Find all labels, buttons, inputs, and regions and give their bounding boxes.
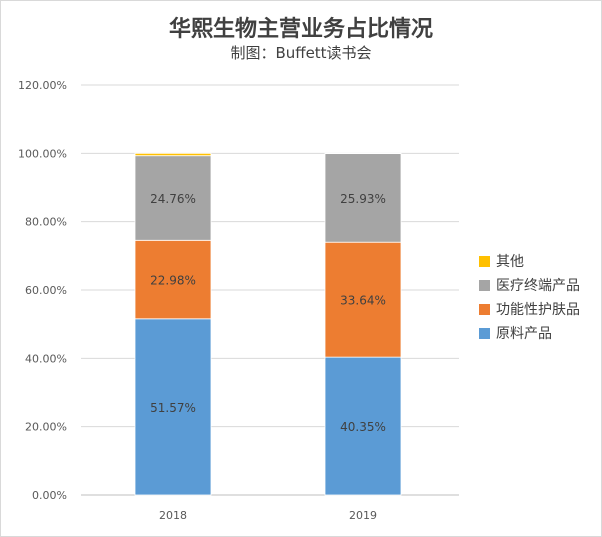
legend-label: 医疗终端产品 — [496, 278, 580, 294]
x-tick-label: 2018 — [159, 509, 187, 522]
data-label: 33.64% — [340, 294, 386, 308]
y-tick-label: 20.00% — [25, 421, 67, 434]
x-tick-label: 2019 — [349, 509, 377, 522]
legend-swatch — [479, 327, 490, 339]
y-tick-label: 60.00% — [25, 284, 67, 297]
y-tick-label: 0.00% — [32, 489, 67, 502]
legend-label: 功能性护肤品 — [496, 302, 580, 318]
legend-item: 原料产品 — [479, 321, 580, 345]
data-label: 24.76% — [150, 192, 196, 206]
data-label: 25.93% — [340, 192, 386, 206]
y-tick-label: 100.00% — [18, 147, 67, 160]
data-label: 51.57% — [150, 401, 196, 415]
y-tick-label: 80.00% — [25, 216, 67, 229]
legend-item: 功能性护肤品 — [479, 297, 580, 321]
legend-swatch — [479, 279, 490, 291]
bar-segment — [324, 153, 402, 243]
data-label: 22.98% — [150, 274, 196, 288]
y-tick-label: 120.00% — [18, 79, 67, 92]
bar-segment — [324, 356, 402, 496]
chart-title: 华熙生物主营业务占比情况 — [168, 17, 433, 42]
chart-subtitle: 制图：Buffett读书会 — [230, 44, 372, 62]
legend-swatch — [479, 303, 490, 315]
bar-segment — [134, 155, 212, 241]
legend-label: 原料产品 — [496, 326, 552, 342]
data-label: 40.35% — [340, 420, 386, 434]
legend-item: 医疗终端产品 — [479, 273, 580, 297]
legend-label: 其他 — [496, 254, 524, 270]
legend: 其他医疗终端产品 功能性护肤品 原料产品 — [479, 249, 580, 345]
legend-swatch — [479, 255, 490, 267]
legend-item: 其他 — [479, 249, 580, 273]
y-tick-label: 40.00% — [25, 352, 67, 365]
bar-segment — [134, 152, 212, 157]
